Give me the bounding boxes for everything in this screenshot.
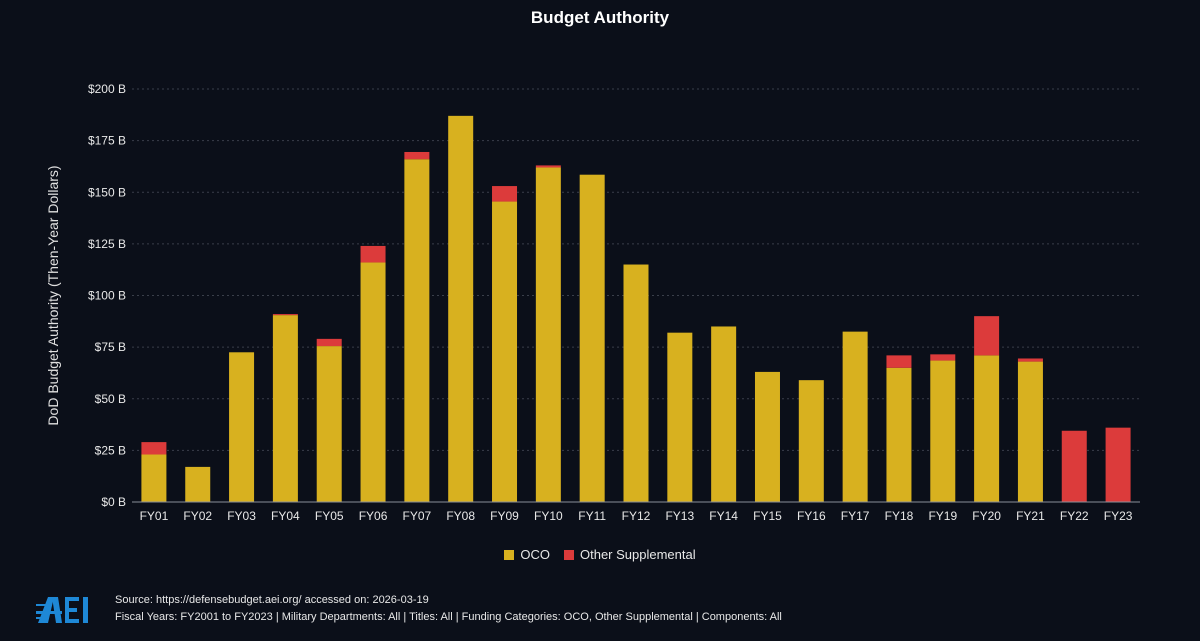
bar-oco-fy07[interactable] <box>404 159 430 502</box>
x-tick-label: FY22 <box>1060 509 1089 523</box>
y-tick-label: $200 B <box>88 82 126 96</box>
y-tick-label: $150 B <box>88 185 126 199</box>
bar-other-supplemental-fy04[interactable] <box>272 314 298 316</box>
bar-other-supplemental-fy21[interactable] <box>1017 358 1043 362</box>
y-tick-label: $50 B <box>95 392 126 406</box>
x-tick-label: FY18 <box>885 509 914 523</box>
legend-swatch-oco <box>504 549 515 560</box>
x-tick-label: FY14 <box>709 509 738 523</box>
x-axis-ticks: FY01 FY02 FY03 FY04 FY05 FY06 FY07 FY08 FY09 FY10… <box>140 509 1133 523</box>
bar-other-supplemental-fy06[interactable] <box>360 245 386 263</box>
x-tick-label: FY17 <box>841 509 870 523</box>
bar-oco-fy03[interactable] <box>229 352 255 502</box>
bar-oco-fy15[interactable] <box>754 371 780 502</box>
x-tick-label: FY15 <box>753 509 782 523</box>
bar-other-supplemental-fy23[interactable] <box>1105 427 1131 502</box>
footer: Source: https://defensebudget.aei.org/ a… <box>115 592 782 626</box>
x-tick-label: FY13 <box>665 509 694 523</box>
x-tick-label: FY11 <box>578 509 606 523</box>
gridlines <box>132 88 1140 451</box>
x-tick-label: FY16 <box>797 509 826 523</box>
bar-oco-fy08[interactable] <box>448 115 474 502</box>
bar-oco-fy17[interactable] <box>842 331 868 502</box>
bars <box>141 115 1131 503</box>
x-tick-label: FY05 <box>315 509 344 523</box>
x-tick-label: FY01 <box>140 509 169 523</box>
x-tick-label: FY10 <box>534 509 563 523</box>
x-tick-label: FY03 <box>227 509 256 523</box>
bar-oco-fy10[interactable] <box>535 167 561 502</box>
bar-other-supplemental-fy10[interactable] <box>535 165 561 168</box>
bar-other-supplemental-fy19[interactable] <box>930 354 956 361</box>
chart-title: Budget Authority <box>530 8 670 27</box>
y-tick-label: $100 B <box>88 289 126 303</box>
bar-other-supplemental-fy22[interactable] <box>1061 430 1087 502</box>
legend: OCO Other Supplemental <box>0 547 1200 562</box>
y-tick-label: $75 B <box>95 340 126 354</box>
x-tick-label: FY21 <box>1016 509 1045 523</box>
footer-source: Source: https://defensebudget.aei.org/ a… <box>115 594 429 606</box>
y-axis-title: DoD Budget Authority (Then-Year Dollars) <box>45 165 61 425</box>
x-tick-label: FY06 <box>359 509 388 523</box>
bar-oco-fy11[interactable] <box>579 174 605 502</box>
bar-oco-fy18[interactable] <box>886 367 912 502</box>
y-tick-label: $125 B <box>88 237 126 251</box>
legend-item-other-supplemental[interactable]: Other Supplemental <box>564 547 696 562</box>
bar-other-supplemental-fy20[interactable] <box>974 316 1000 356</box>
legend-label-oco: OCO <box>520 547 550 562</box>
aei-logo-icon <box>36 597 88 623</box>
bar-oco-fy01[interactable] <box>141 454 167 502</box>
bar-oco-fy05[interactable] <box>316 346 342 502</box>
bar-oco-fy21[interactable] <box>1017 361 1043 502</box>
bar-oco-fy06[interactable] <box>360 262 386 502</box>
y-tick-label: $0 B <box>101 495 126 509</box>
bar-other-supplemental-fy18[interactable] <box>886 355 912 368</box>
y-tick-label: $175 B <box>88 134 126 148</box>
legend-swatch-other-supplemental <box>564 549 574 560</box>
x-tick-label: FY23 <box>1104 509 1133 523</box>
bar-other-supplemental-fy09[interactable] <box>492 186 518 202</box>
legend-label-other-supplemental: Other Supplemental <box>580 547 696 562</box>
x-tick-label: FY19 <box>928 509 957 523</box>
legend-item-oco[interactable]: OCO <box>504 547 550 562</box>
x-tick-label: FY02 <box>183 509 212 523</box>
bar-oco-fy09[interactable] <box>492 201 518 503</box>
x-tick-label: FY20 <box>972 509 1001 523</box>
x-tick-label: FY08 <box>446 509 475 523</box>
x-tick-label: FY09 <box>490 509 519 523</box>
bar-oco-fy12[interactable] <box>623 264 649 502</box>
bar-other-supplemental-fy01[interactable] <box>141 442 167 455</box>
bar-oco-fy19[interactable] <box>930 360 956 502</box>
bar-oco-fy13[interactable] <box>667 332 693 502</box>
bar-oco-fy04[interactable] <box>272 315 298 502</box>
x-tick-label: FY04 <box>271 509 300 523</box>
footer-filters: Fiscal Years: FY2001 to FY2023 | Militar… <box>115 611 782 623</box>
bar-other-supplemental-fy07[interactable] <box>404 151 430 160</box>
bar-oco-fy02[interactable] <box>185 466 211 502</box>
y-tick-label: $25 B <box>95 443 126 457</box>
bar-oco-fy16[interactable] <box>798 380 824 502</box>
y-axis-ticks: $0 B $25 B $50 B $75 B $100 B $125 B $150 B $17… <box>88 82 126 509</box>
bar-other-supplemental-fy05[interactable] <box>316 338 342 347</box>
x-tick-label: FY07 <box>403 509 432 523</box>
x-tick-label: FY12 <box>622 509 651 523</box>
bar-oco-fy14[interactable] <box>711 326 737 502</box>
bar-oco-fy20[interactable] <box>974 355 1000 502</box>
